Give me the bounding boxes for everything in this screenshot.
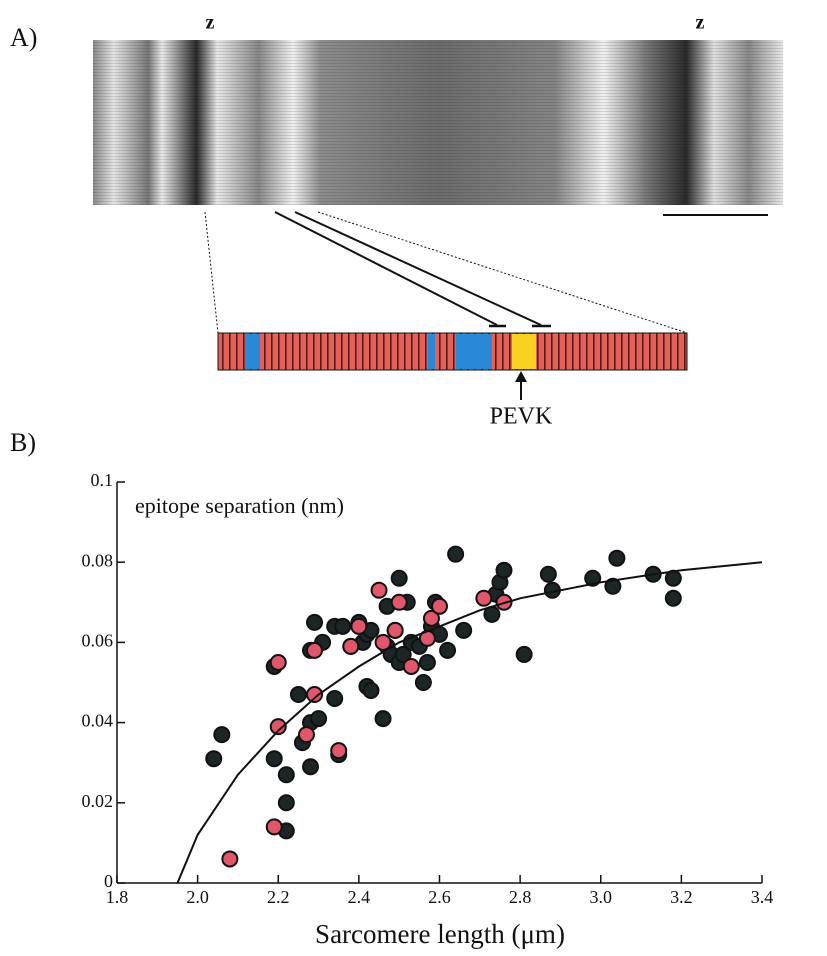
data-point	[455, 621, 473, 639]
panel-label: A)	[10, 23, 37, 52]
data-point	[269, 718, 287, 736]
data-point	[414, 674, 432, 691]
titin-segment	[245, 334, 260, 369]
data-point	[265, 818, 283, 836]
x-tick-label: 2.6	[428, 887, 451, 907]
data-point	[277, 794, 295, 812]
data-point	[394, 645, 412, 663]
zoom-line	[204, 211, 219, 334]
data-point	[390, 569, 408, 587]
data-point	[265, 750, 283, 768]
data-point	[475, 589, 493, 607]
y-tick-label: 0	[104, 871, 113, 891]
data-point	[374, 633, 392, 651]
x-tick-label: 2.0	[186, 887, 209, 907]
data-point	[402, 657, 420, 675]
y-axis-label: epitope separation (nm)	[135, 493, 344, 518]
x-tick-label: 3.0	[590, 887, 613, 907]
data-point	[277, 766, 295, 784]
y-tick-label: 0.06	[82, 631, 114, 651]
data-point	[213, 726, 231, 744]
data-point	[326, 690, 344, 708]
epitope-line	[294, 211, 542, 326]
x-tick-label: 1.8	[106, 887, 129, 907]
data-point	[439, 641, 457, 659]
y-tick-label: 0.02	[82, 791, 114, 811]
data-point	[306, 641, 324, 659]
x-tick-label: 2.2	[267, 887, 290, 907]
data-point	[386, 621, 404, 639]
z-label: z	[206, 12, 215, 34]
data-point	[495, 561, 513, 579]
data-point	[306, 686, 324, 704]
data-point	[302, 758, 319, 776]
data-point	[370, 581, 388, 599]
micrograph-texture	[93, 40, 783, 205]
x-tick-label: 3.4	[751, 887, 774, 907]
x-tick-label: 2.4	[348, 887, 371, 907]
y-tick-label: 0.04	[82, 711, 114, 731]
z-label: z	[696, 12, 705, 34]
data-point	[374, 710, 392, 728]
data-point	[390, 593, 408, 611]
x-tick-label: 2.8	[509, 887, 532, 907]
data-point	[289, 686, 307, 704]
data-point	[269, 653, 287, 671]
data-point	[515, 645, 533, 663]
x-tick-label: 3.2	[670, 887, 693, 907]
fit-curve	[176, 561, 763, 884]
titin-segment	[428, 334, 435, 369]
data-point	[604, 577, 622, 595]
zoom-line	[317, 211, 688, 334]
pevk-segment	[512, 334, 536, 369]
data-point	[447, 545, 465, 563]
data-point	[539, 565, 557, 583]
data-point	[418, 653, 436, 671]
pevk-label: PEVK	[490, 404, 553, 430]
titin-segment	[456, 334, 492, 369]
data-point	[205, 750, 223, 768]
data-point	[431, 597, 448, 615]
data-point	[330, 742, 348, 760]
data-point	[334, 617, 352, 635]
data-point	[342, 637, 360, 655]
x-axis-label: Sarcomere length (μm)	[315, 919, 565, 949]
data-point	[584, 569, 602, 587]
epitope-line	[274, 211, 498, 326]
y-tick-label: 0.08	[82, 550, 114, 570]
panel-label: B)	[10, 428, 36, 457]
data-point	[608, 549, 626, 567]
arrow-head	[515, 371, 527, 382]
data-point	[306, 613, 324, 631]
data-point	[362, 682, 380, 700]
data-point	[310, 710, 328, 728]
plot: 0 0.02 0.04 0.06 0.08 0.1 1.8 2.0 2.2 2.4 2.6 2.8 3.…	[82, 470, 774, 907]
data-point	[297, 726, 315, 744]
data-point	[221, 850, 239, 868]
y-tick-label: 0.1	[91, 470, 114, 490]
data-point	[350, 617, 368, 635]
titin-domains	[217, 332, 688, 371]
data-point	[422, 609, 440, 627]
data-point	[664, 589, 682, 607]
